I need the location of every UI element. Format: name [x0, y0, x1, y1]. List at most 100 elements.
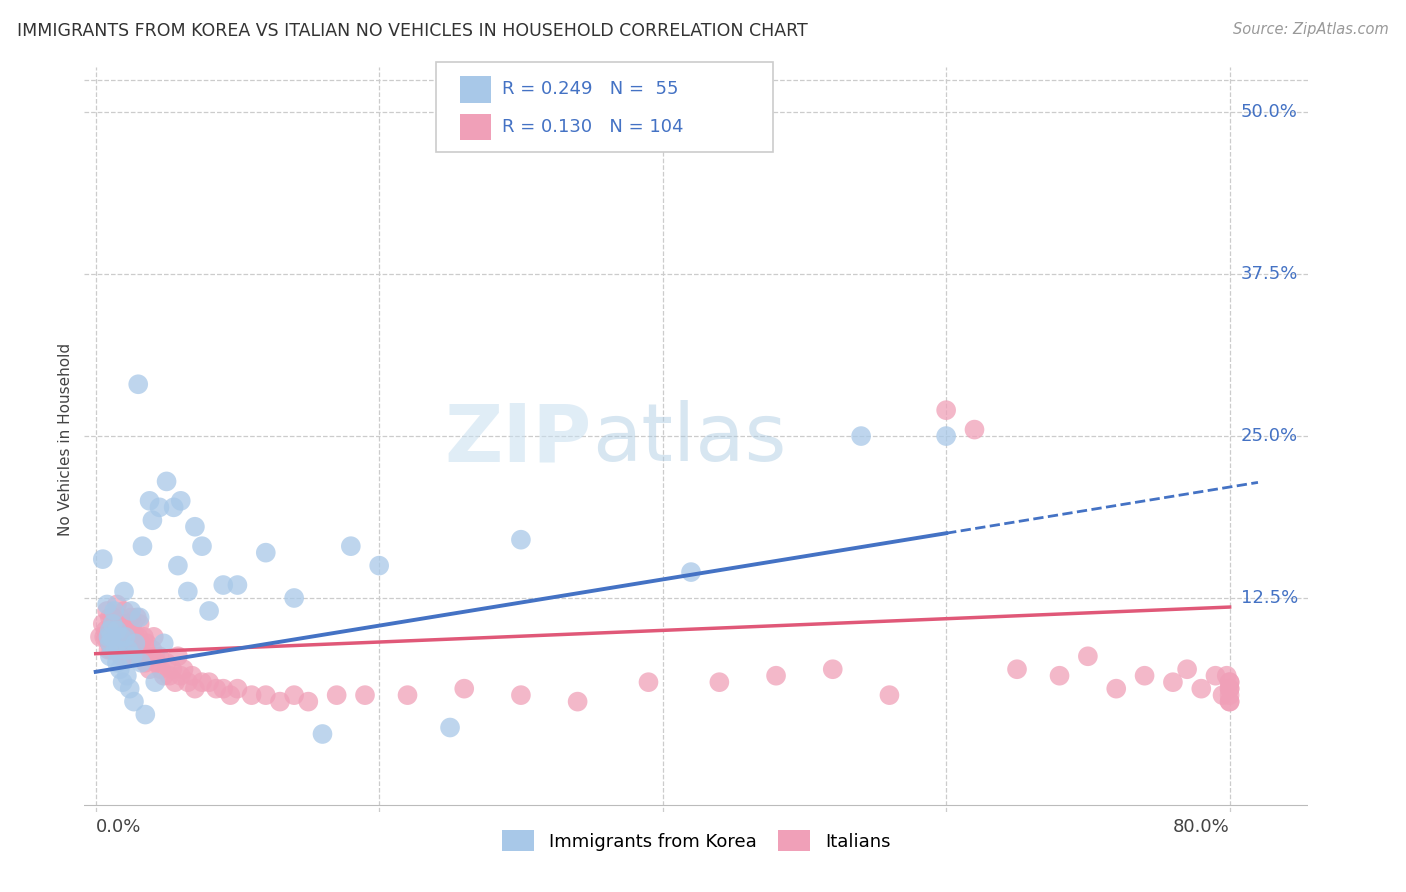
- Point: [311, 727, 333, 741]
- Point: [1204, 669, 1226, 683]
- Point: [110, 630, 132, 644]
- Point: [297, 695, 319, 709]
- Text: R = 0.249   N =  55: R = 0.249 N = 55: [502, 80, 679, 98]
- Point: [101, 616, 124, 631]
- Point: [143, 649, 166, 664]
- Point: [98, 624, 121, 638]
- Point: [112, 630, 135, 644]
- Point: [111, 675, 134, 690]
- Point: [963, 423, 986, 437]
- Text: 25.0%: 25.0%: [1241, 427, 1298, 445]
- Point: [184, 520, 207, 534]
- Point: [205, 681, 228, 696]
- Point: [100, 642, 122, 657]
- Point: [129, 636, 152, 650]
- Text: atlas: atlas: [592, 401, 786, 478]
- Point: [128, 616, 150, 631]
- Point: [269, 695, 291, 709]
- Point: [117, 649, 139, 664]
- Point: [1077, 649, 1099, 664]
- Point: [134, 707, 156, 722]
- Point: [112, 584, 135, 599]
- Point: [114, 630, 136, 644]
- Point: [1005, 662, 1028, 676]
- Point: [1133, 669, 1156, 683]
- Point: [142, 630, 165, 644]
- Point: [96, 598, 118, 612]
- Point: [98, 636, 121, 650]
- Point: [89, 630, 111, 644]
- Point: [111, 642, 134, 657]
- Point: [170, 669, 193, 683]
- Point: [129, 656, 152, 670]
- Point: [117, 642, 139, 657]
- Point: [128, 610, 150, 624]
- Point: [354, 688, 377, 702]
- Point: [283, 688, 305, 702]
- Point: [141, 513, 163, 527]
- Point: [120, 642, 142, 657]
- Point: [118, 630, 141, 644]
- Point: [155, 656, 177, 670]
- Point: [935, 429, 957, 443]
- Point: [98, 649, 121, 664]
- Point: [149, 662, 172, 676]
- Point: [879, 688, 901, 702]
- Point: [105, 624, 128, 638]
- Point: [509, 533, 531, 547]
- Point: [91, 552, 114, 566]
- Point: [157, 669, 180, 683]
- Point: [105, 598, 128, 612]
- Point: [107, 642, 129, 657]
- Point: [212, 681, 235, 696]
- Point: [212, 578, 235, 592]
- Y-axis label: No Vehicles in Household: No Vehicles in Household: [58, 343, 73, 536]
- Point: [121, 649, 143, 664]
- Point: [170, 493, 193, 508]
- Point: [122, 695, 145, 709]
- Point: [1105, 681, 1128, 696]
- Text: R = 0.130   N = 104: R = 0.130 N = 104: [502, 118, 683, 136]
- Point: [155, 475, 177, 489]
- Point: [152, 669, 174, 683]
- Point: [1219, 675, 1241, 690]
- Point: [439, 721, 461, 735]
- Point: [143, 675, 166, 690]
- Point: [177, 584, 200, 599]
- Point: [118, 681, 141, 696]
- Point: [127, 630, 149, 644]
- Point: [94, 624, 117, 638]
- Point: [821, 662, 844, 676]
- Point: [131, 649, 153, 664]
- Point: [135, 636, 157, 650]
- Point: [184, 681, 207, 696]
- Point: [91, 616, 114, 631]
- Point: [103, 604, 125, 618]
- Text: ZIP: ZIP: [444, 401, 592, 478]
- Point: [163, 500, 186, 515]
- Point: [110, 630, 132, 644]
- Point: [138, 493, 160, 508]
- Point: [97, 642, 120, 657]
- Point: [240, 688, 263, 702]
- Text: 50.0%: 50.0%: [1241, 103, 1298, 121]
- Point: [120, 604, 142, 618]
- Point: [138, 662, 160, 676]
- Point: [165, 675, 187, 690]
- Point: [1219, 695, 1241, 709]
- Point: [108, 662, 131, 676]
- Point: [101, 610, 124, 624]
- Point: [191, 675, 214, 690]
- Point: [132, 630, 155, 644]
- Point: [173, 662, 195, 676]
- Point: [108, 610, 131, 624]
- Point: [453, 681, 475, 696]
- Point: [1212, 688, 1234, 702]
- Point: [103, 624, 125, 638]
- Text: Source: ZipAtlas.com: Source: ZipAtlas.com: [1233, 22, 1389, 37]
- Point: [167, 649, 190, 664]
- Point: [1161, 675, 1184, 690]
- Text: IMMIGRANTS FROM KOREA VS ITALIAN NO VEHICLES IN HOUSEHOLD CORRELATION CHART: IMMIGRANTS FROM KOREA VS ITALIAN NO VEHI…: [17, 22, 807, 40]
- Point: [935, 403, 957, 417]
- Point: [98, 610, 121, 624]
